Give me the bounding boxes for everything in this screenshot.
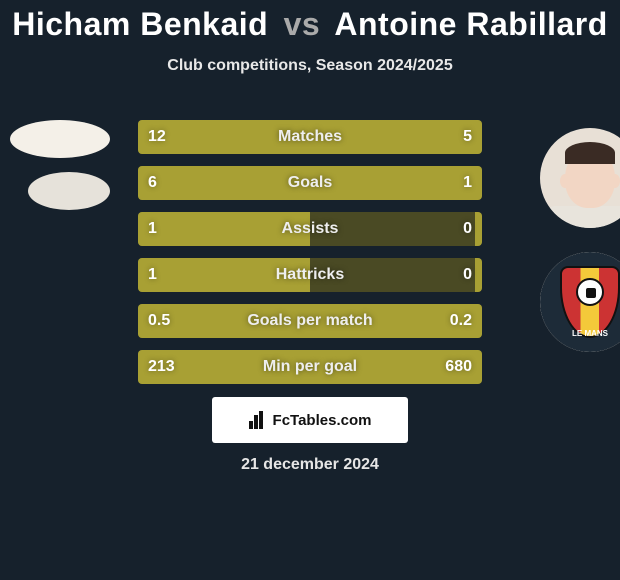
stat-row: 213680Min per goal xyxy=(138,350,482,384)
stat-label: Matches xyxy=(138,120,482,154)
face-icon xyxy=(540,128,620,228)
player1-name: Hicham Benkaid xyxy=(12,6,268,42)
player1-avatar xyxy=(10,120,110,158)
brand-text: FcTables.com xyxy=(273,412,372,429)
stat-row: 10Hattricks xyxy=(138,258,482,292)
stat-label: Hattricks xyxy=(138,258,482,292)
subtitle: Club competitions, Season 2024/2025 xyxy=(0,57,620,75)
crest-icon: LE MANS xyxy=(540,252,620,352)
stat-row: 125Matches xyxy=(138,120,482,154)
player2-name: Antoine Rabillard xyxy=(334,6,607,42)
stat-label: Assists xyxy=(138,212,482,246)
date-text: 21 december 2024 xyxy=(0,456,620,474)
page-title: Hicham Benkaid vs Antoine Rabillard xyxy=(0,0,620,43)
stat-row: 61Goals xyxy=(138,166,482,200)
player1-club-crest xyxy=(28,172,110,210)
crest-text: LE MANS xyxy=(540,329,620,338)
player2-club-crest: LE MANS xyxy=(540,252,620,352)
stat-rows: 125Matches 61Goals 10Assists 10Hattricks 0.5… xyxy=(138,120,482,396)
brand-badge[interactable]: FcTables.com xyxy=(212,397,408,443)
vs-text: vs xyxy=(284,6,321,42)
stat-label: Goals per match xyxy=(138,304,482,338)
bars-icon xyxy=(249,411,267,429)
player2-avatar xyxy=(540,128,620,228)
stat-row: 10Assists xyxy=(138,212,482,246)
stat-label: Min per goal xyxy=(138,350,482,384)
stat-label: Goals xyxy=(138,166,482,200)
comparison-card: Hicham Benkaid vs Antoine Rabillard Club… xyxy=(0,0,620,580)
stat-row: 0.50.2Goals per match xyxy=(138,304,482,338)
